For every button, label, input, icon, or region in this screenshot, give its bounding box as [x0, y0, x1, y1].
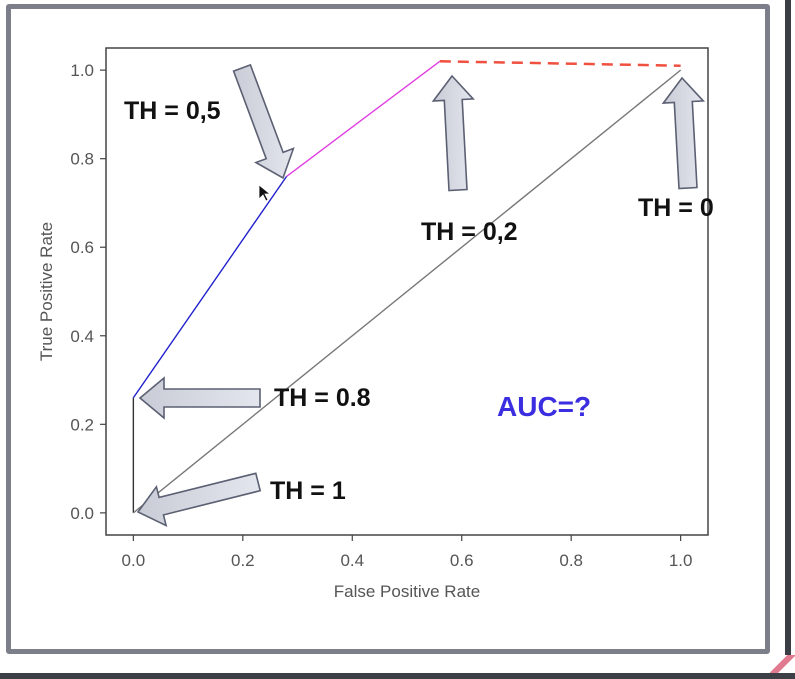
arrow-th-1-icon: [136, 472, 262, 528]
y-tick-label: 0.2: [70, 415, 94, 434]
y-tick-label: 0.6: [70, 238, 94, 257]
x-axis-label: False Positive Rate: [334, 582, 480, 601]
arrow-th-02-icon: [431, 74, 475, 192]
arrow-th-05-icon: [232, 63, 295, 180]
annotation-arrows: [136, 63, 706, 528]
y-tick-label: 0.4: [70, 327, 94, 346]
x-tick-label: 0.8: [559, 551, 583, 570]
x-tick-label: 0.4: [340, 551, 364, 570]
curve-layer: [132, 60, 682, 514]
y-tick-label: 1.0: [70, 61, 94, 80]
y-tick-label: 0.8: [70, 150, 94, 169]
y-tick-label: 0.0: [70, 504, 94, 523]
curve-segment-4: [132, 69, 682, 514]
corner-accent: [770, 655, 795, 673]
annotation-labels: TH = 0,5 TH = 0,2 TH = 0 TH = 0.8 TH = 1…: [124, 97, 714, 505]
annotation-th-08: TH = 0.8: [274, 384, 371, 412]
arrow-th-08-icon: [138, 376, 261, 420]
annotation-th-05: TH = 0,5: [124, 97, 221, 125]
slide-panel: [6, 4, 770, 654]
bottom-bar: [0, 673, 795, 679]
curve-segment-2: [286, 60, 441, 177]
annotation-th-0: TH = 0: [638, 194, 714, 222]
x-tick-label: 1.0: [669, 551, 693, 570]
x-tick-label: 0.2: [231, 551, 255, 570]
x-tick-label: 0.6: [450, 551, 474, 570]
right-scrollbar[interactable]: [777, 0, 795, 679]
y-axis-ticks: 0.0 0.2 0.4 0.6 0.8 1.0: [70, 61, 106, 523]
plot-area: [105, 47, 709, 536]
mouse-cursor-icon: [258, 184, 272, 202]
scrollbar-track[interactable]: [785, 0, 791, 679]
auc-label: AUC=?: [497, 391, 591, 422]
x-axis-ticks: 0.0 0.2 0.4 0.6 0.8 1.0: [122, 535, 693, 570]
arrow-th-0-icon: [661, 76, 706, 190]
curve-segment-3: [439, 60, 681, 67]
x-tick-label: 0.0: [122, 551, 146, 570]
annotation-th-02: TH = 0,2: [421, 218, 518, 246]
y-axis-label: True Positive Rate: [37, 222, 56, 361]
curve-segment-1: [132, 175, 288, 399]
annotation-th-1: TH = 1: [270, 477, 346, 505]
